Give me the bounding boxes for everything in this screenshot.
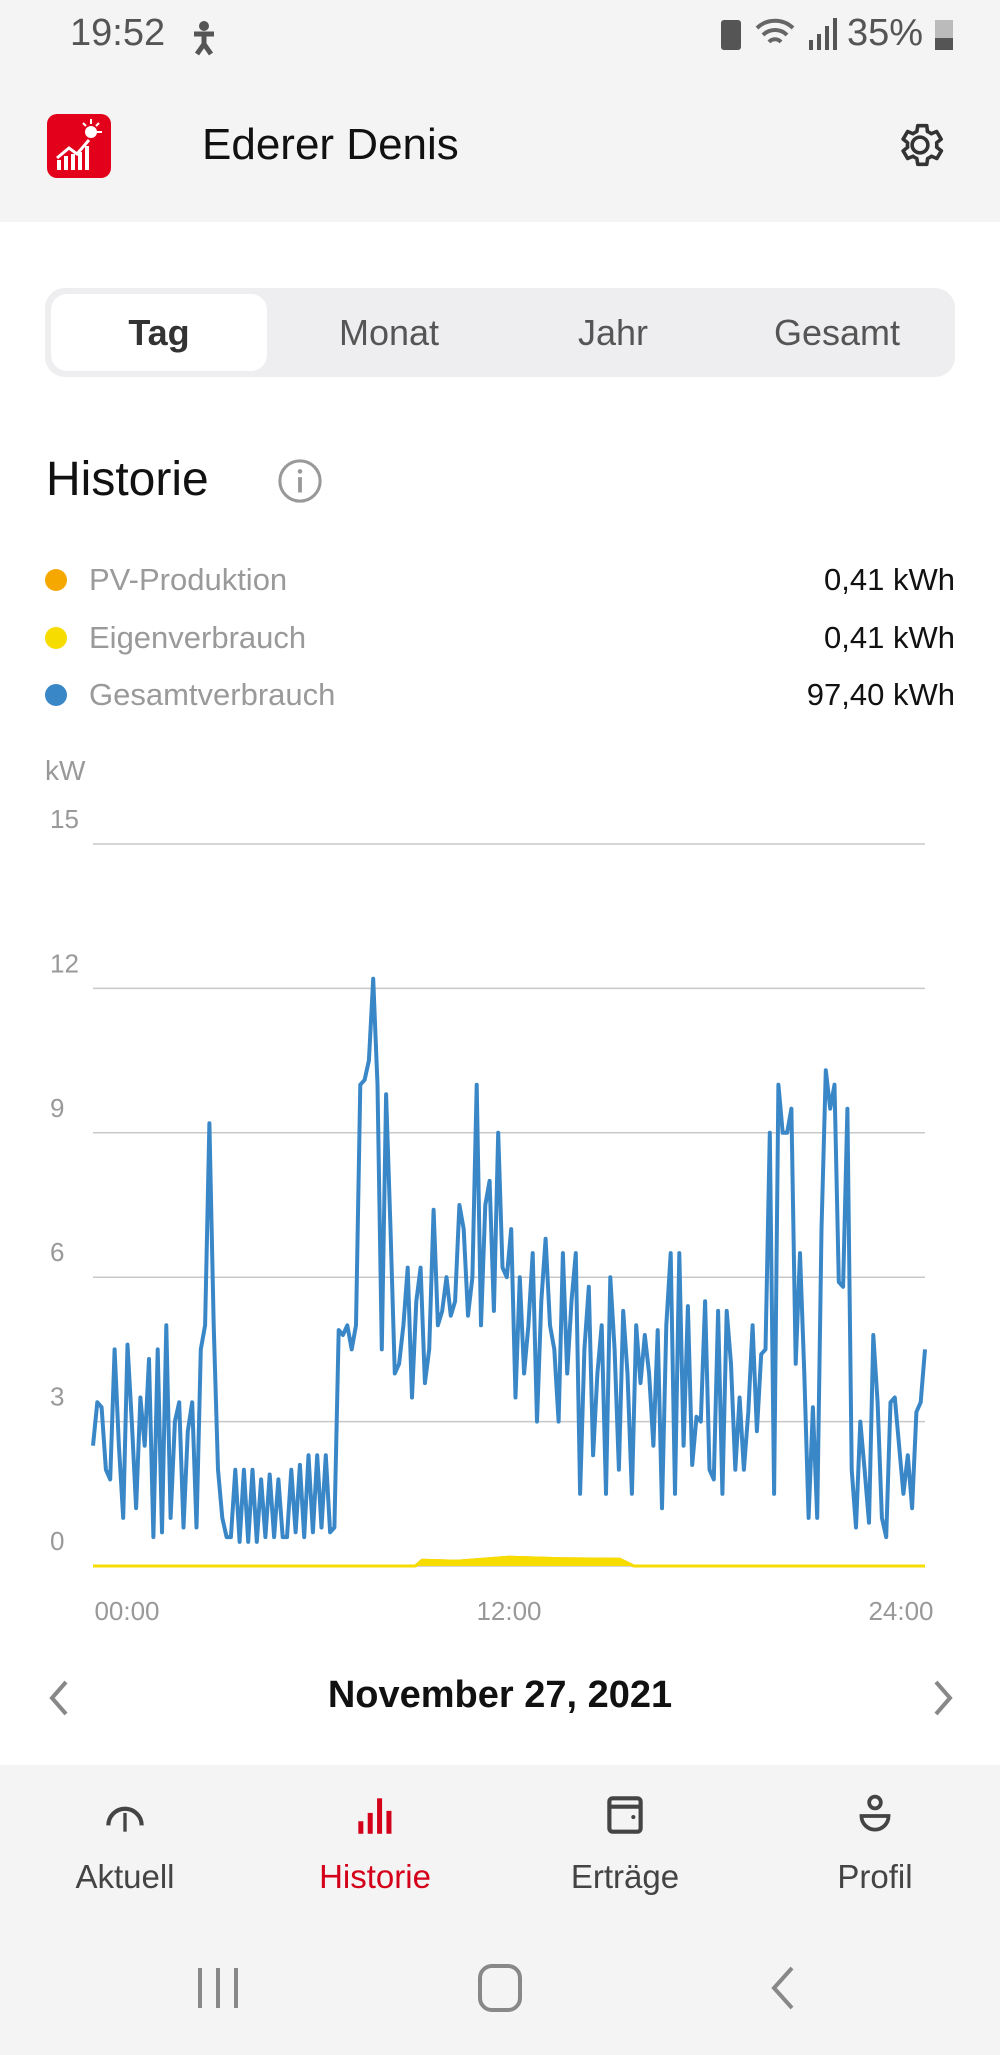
signal-icon [808, 17, 837, 50]
tab-jahr[interactable]: Jahr [577, 311, 649, 353]
y-tick-label: 12 [50, 948, 79, 978]
y-tick-label: 9 [50, 1093, 64, 1123]
legend-gesamtverbrauch: Gesamtverbrauch 97,40 kWh [45, 675, 955, 715]
gauge-icon [106, 1806, 144, 1832]
home-button[interactable] [470, 1960, 530, 2016]
profile-icon [859, 1794, 891, 1832]
x-tick-label: 00:00 [94, 1596, 159, 1626]
status-time: 19:52 [70, 12, 166, 54]
legend-pv-produktion: PV-Produktion 0,41 kWh [45, 560, 955, 600]
y-axis-unit: kW [45, 755, 86, 786]
selected-date: November 27, 2021 [327, 1674, 673, 1716]
nav-label: Erträge [570, 1858, 680, 1895]
tab-gesamt[interactable]: Gesamt [773, 311, 901, 353]
y-tick-label: 6 [50, 1237, 64, 1267]
recent-apps-button[interactable] [188, 1960, 248, 2016]
legend-eigenverbrauch: Eigenverbrauch 0,41 kWh [45, 618, 955, 658]
back-button[interactable] [752, 1960, 812, 2016]
legend-label: Eigenverbrauch [89, 620, 307, 655]
nav-profil[interactable]: Profil [750, 1790, 1000, 1910]
wallet-icon [607, 1796, 643, 1834]
nav-label: Profil [837, 1858, 913, 1895]
x-tick-label: 12:00 [476, 1596, 541, 1626]
nav-label: Aktuell [75, 1858, 175, 1895]
battery-saver-icon [720, 19, 741, 50]
account-title: Ederer Denis [202, 120, 459, 169]
period-tabs: Tag Monat Jahr Gesamt [45, 288, 955, 377]
legend-dot [45, 627, 67, 649]
y-tick-label: 3 [50, 1382, 64, 1412]
chevron-left-icon[interactable] [44, 1676, 74, 1720]
y-tick-label: 15 [50, 804, 79, 834]
nav-label: Historie [319, 1858, 431, 1895]
solar-chart-logo [56, 119, 102, 170]
section-title: Historie [46, 453, 209, 506]
history-chart: 0 3 6 9 12 15 00:00 12:00 24:00 [50, 804, 934, 1626]
bar-chart-icon [358, 1798, 392, 1834]
tab-monat[interactable]: Monat [338, 311, 440, 353]
wifi-icon [755, 18, 795, 44]
series-line-gesamtverbrauch [91, 976, 927, 1544]
info-icon[interactable] [277, 458, 323, 504]
accessibility-icon [194, 21, 214, 56]
app-logo [47, 114, 111, 178]
legend-label: PV-Produktion [89, 562, 288, 597]
nav-ertraege[interactable]: Erträge [500, 1790, 750, 1910]
series-line-eigenverbrauch [93, 1555, 925, 1568]
legend-value: 0,41 kWh [824, 620, 955, 655]
gear-icon[interactable] [893, 118, 947, 172]
legend-value: 0,41 kWh [824, 562, 955, 597]
legend-label: Gesamtverbrauch [89, 677, 336, 712]
battery-percent: 35% [846, 12, 923, 54]
legend-dot [45, 569, 67, 591]
chevron-right-icon[interactable] [928, 1676, 958, 1720]
nav-aktuell[interactable]: Aktuell [0, 1790, 250, 1910]
battery-icon [935, 19, 953, 50]
legend-dot [45, 684, 67, 706]
status-icons: 35% [719, 12, 955, 55]
nav-historie[interactable]: Historie [250, 1790, 500, 1910]
legend-value: 97,40 kWh [806, 677, 955, 712]
tab-tag[interactable]: Tag [51, 294, 267, 371]
y-tick-label: 0 [50, 1526, 64, 1556]
series-area-eigenverbrauch [93, 1557, 925, 1566]
bottom-navigation [0, 1765, 1000, 2055]
x-tick-label: 24:00 [868, 1596, 933, 1626]
